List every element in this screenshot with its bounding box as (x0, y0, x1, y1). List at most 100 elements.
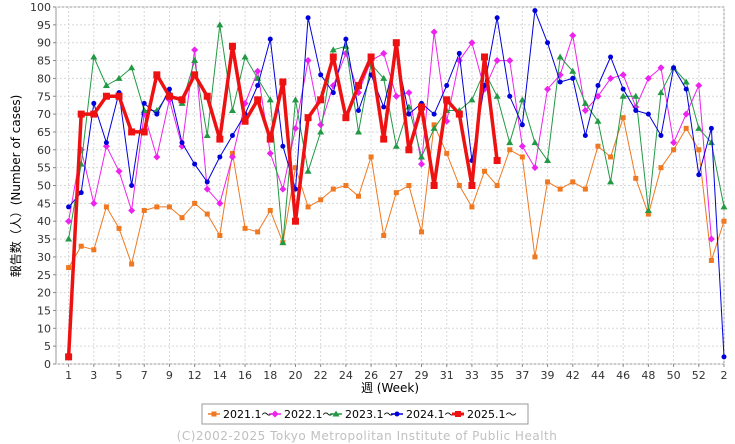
data-point (305, 15, 311, 21)
data-point (65, 353, 73, 361)
data-point (430, 182, 438, 189)
x-tick-label: 44 (591, 369, 605, 382)
data-point (518, 96, 526, 103)
data-point (468, 39, 476, 47)
data-point (191, 46, 199, 54)
y-axis-title: 報告数（人）(Number of cases) (8, 95, 23, 278)
data-point (229, 133, 235, 139)
data-point (431, 111, 437, 117)
data-point (607, 178, 615, 185)
x-tick-label: 24 (339, 369, 353, 382)
x-tick-label: 3 (90, 369, 97, 382)
data-point (444, 150, 450, 156)
data-point (91, 247, 97, 253)
data-point (280, 143, 286, 149)
data-point (683, 86, 689, 92)
data-point (431, 122, 437, 128)
data-point (90, 110, 98, 118)
data-point (430, 124, 438, 131)
legend-box (201, 403, 529, 425)
data-point (380, 49, 388, 57)
data-point (581, 99, 589, 106)
y-tick-label: 65 (37, 126, 51, 139)
data-point (354, 82, 362, 90)
data-point (153, 153, 161, 161)
data-point (532, 8, 538, 14)
data-point (632, 92, 640, 99)
data-point (456, 50, 462, 56)
data-point (708, 257, 714, 263)
data-point (644, 206, 652, 213)
data-point (418, 103, 426, 111)
data-point (165, 92, 173, 100)
data-point (569, 67, 577, 74)
data-point (128, 128, 136, 136)
data-point (633, 108, 639, 114)
data-point (279, 239, 287, 246)
data-point (380, 135, 388, 143)
data-point (292, 165, 298, 171)
data-point (291, 124, 299, 132)
data-point (103, 140, 109, 146)
series-line (68, 31, 712, 240)
legend-item: 2025.1～ (452, 408, 517, 421)
data-point (683, 125, 689, 131)
data-point (90, 199, 98, 207)
y-tick-label: 50 (37, 180, 51, 193)
data-point (430, 28, 438, 36)
data-point (255, 83, 261, 89)
x-tick-label: 12 (188, 369, 202, 382)
data-point (469, 204, 475, 210)
data-point (228, 107, 236, 114)
x-axis-title: 週 (Week) (361, 381, 419, 395)
data-point (343, 183, 349, 188)
data-point (330, 90, 336, 96)
x-tick-label: 26 (364, 369, 378, 382)
data-point (153, 71, 161, 79)
legend-swatch-marker (211, 411, 217, 417)
data-point (556, 53, 564, 60)
data-point (128, 64, 136, 71)
data-point (595, 143, 601, 149)
legend-swatch-marker (271, 410, 279, 418)
data-point (557, 79, 563, 85)
y-tick-label: 55 (37, 162, 51, 175)
data-point (141, 207, 147, 213)
data-point (696, 172, 702, 178)
data-point (468, 96, 476, 103)
data-point (720, 203, 728, 210)
x-tick-label: 20 (288, 369, 302, 382)
data-point (65, 235, 73, 242)
data-point (203, 132, 211, 139)
data-point (217, 154, 223, 160)
data-point (519, 154, 525, 160)
data-point (682, 110, 690, 118)
data-point (392, 142, 400, 149)
data-point (506, 139, 514, 146)
data-point (531, 164, 539, 172)
y-tick-label: 45 (37, 197, 51, 210)
data-point (355, 193, 361, 199)
data-point (581, 107, 589, 115)
data-point (619, 71, 627, 79)
y-tick-label: 90 (37, 37, 51, 50)
data-point (582, 133, 588, 139)
x-tick-label: 1 (65, 369, 72, 382)
data-point (179, 215, 185, 221)
data-point (545, 179, 551, 185)
data-point (291, 96, 299, 103)
data-point (216, 135, 224, 143)
x-tick-label: 46 (616, 369, 630, 382)
data-point (77, 110, 85, 118)
data-point (721, 218, 727, 224)
data-point (682, 78, 690, 85)
data-point (707, 139, 715, 146)
data-point (519, 122, 525, 128)
data-point (444, 83, 450, 89)
data-point (191, 57, 199, 64)
data-point (645, 211, 651, 217)
data-point (532, 254, 538, 260)
x-tick-label: 50 (667, 369, 681, 382)
legend-swatch-marker (332, 410, 340, 417)
legend-swatch-marker (394, 411, 400, 417)
